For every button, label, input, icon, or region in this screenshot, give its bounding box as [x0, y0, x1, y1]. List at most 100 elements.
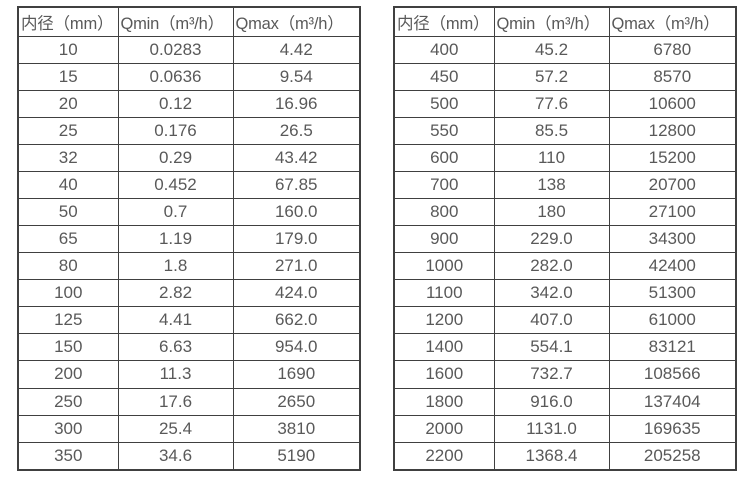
table-cell: 424.0 — [232, 279, 361, 308]
table-cell: 0.7 — [117, 197, 234, 227]
table-cell: 0.0283 — [117, 35, 234, 64]
table-row: 150 6.63 954.0 — [17, 333, 361, 362]
table-row: 10 0.0283 4.42 — [17, 35, 361, 64]
table-cell: 1690 — [232, 360, 361, 389]
table-row: 1000 282.0 42400 — [393, 252, 737, 281]
table-cell: 9.54 — [232, 62, 361, 91]
table-cell: 5190 — [232, 441, 361, 471]
header-inner-diameter: 内径（mm） — [393, 6, 495, 37]
table-cell: 1368.4 — [493, 441, 610, 471]
table-cell: 300 — [17, 414, 119, 443]
table-cell: 45.2 — [493, 35, 610, 64]
table-cell: 137404 — [608, 387, 737, 416]
table-row: 40 0.452 67.85 — [17, 170, 361, 199]
table-cell: 10600 — [608, 89, 737, 118]
table-row: 800 180 27100 — [393, 197, 737, 227]
header-qmin: Qmin（m³/h） — [493, 6, 610, 37]
table-cell: 229.0 — [493, 225, 610, 254]
table-row: 1200 407.0 61000 — [393, 306, 737, 335]
table-cell: 6780 — [608, 35, 737, 64]
table-row: 2000 1131.0 169635 — [393, 414, 737, 443]
header-qmax: Qmax（m³/h） — [608, 6, 737, 37]
table-cell: 1400 — [393, 333, 495, 362]
table-cell: 150 — [17, 333, 119, 362]
table-cell: 160.0 — [232, 197, 361, 227]
table-row: 200 11.3 1690 — [17, 360, 361, 389]
table-row: 1400 554.1 83121 — [393, 333, 737, 362]
table-cell: 125 — [17, 306, 119, 335]
table-row: 20 0.12 16.96 — [17, 89, 361, 118]
table-cell: 40 — [17, 170, 119, 199]
table-row: 500 77.6 10600 — [393, 89, 737, 118]
table-cell: 25 — [17, 116, 119, 145]
table-row: 32 0.29 43.42 — [17, 143, 361, 172]
table-cell: 26.5 — [232, 116, 361, 145]
table-cell: 205258 — [608, 441, 737, 471]
table-cell: 20700 — [608, 170, 737, 199]
table-cell: 15 — [17, 62, 119, 91]
header-row: 内径（mm） Qmin（m³/h） Qmax（m³/h） — [393, 6, 737, 37]
table-row: 15 0.0636 9.54 — [17, 62, 361, 91]
table-cell: 25.4 — [117, 414, 234, 443]
table-cell: 900 — [393, 225, 495, 254]
table-cell: 2.82 — [117, 279, 234, 308]
header-qmax: Qmax（m³/h） — [232, 6, 361, 37]
table-row: 900 229.0 34300 — [393, 225, 737, 254]
table-cell: 407.0 — [493, 306, 610, 335]
table-cell: 2200 — [393, 441, 495, 471]
table-row: 50 0.7 160.0 — [17, 197, 361, 227]
table-cell: 32 — [17, 143, 119, 172]
table-cell: 1800 — [393, 387, 495, 416]
table-row: 250 17.6 2650 — [17, 387, 361, 416]
table-cell: 179.0 — [232, 225, 361, 254]
table-row: 400 45.2 6780 — [393, 35, 737, 64]
table-cell: 732.7 — [493, 360, 610, 389]
table-row: 550 85.5 12800 — [393, 116, 737, 145]
table-cell: 4.41 — [117, 306, 234, 335]
table-cell: 2650 — [232, 387, 361, 416]
table-cell: 0.452 — [117, 170, 234, 199]
table-cell: 180 — [493, 197, 610, 227]
table-cell: 282.0 — [493, 252, 610, 281]
table-body: 10 0.0283 4.42 15 0.0636 9.54 20 0.12 16.96 25 0.1… — [17, 35, 361, 471]
table-cell: 916.0 — [493, 387, 610, 416]
table-cell: 2000 — [393, 414, 495, 443]
header-qmin: Qmin（m³/h） — [117, 6, 234, 37]
table-row: 65 1.19 179.0 — [17, 225, 361, 254]
table-cell: 27100 — [608, 197, 737, 227]
table-row: 1800 916.0 137404 — [393, 387, 737, 416]
table-cell: 17.6 — [117, 387, 234, 416]
table-cell: 15200 — [608, 143, 737, 172]
table-row: 1600 732.7 108566 — [393, 360, 737, 389]
table-row: 300 25.4 3810 — [17, 414, 361, 443]
table-cell: 50 — [17, 197, 119, 227]
table-cell: 1100 — [393, 279, 495, 308]
table-cell: 83121 — [608, 333, 737, 362]
table-cell: 271.0 — [232, 252, 361, 281]
table-cell: 57.2 — [493, 62, 610, 91]
table-body: 400 45.2 6780 450 57.2 8570 500 77.6 10600 550 85.… — [393, 35, 737, 471]
table-cell: 43.42 — [232, 143, 361, 172]
table-cell: 1131.0 — [493, 414, 610, 443]
table-row: 80 1.8 271.0 — [17, 252, 361, 281]
table-row: 125 4.41 662.0 — [17, 306, 361, 335]
table-cell: 169635 — [608, 414, 737, 443]
table-cell: 500 — [393, 89, 495, 118]
table-cell: 16.96 — [232, 89, 361, 118]
table-cell: 8570 — [608, 62, 737, 91]
table-cell: 1.8 — [117, 252, 234, 281]
table-cell: 1000 — [393, 252, 495, 281]
table-cell: 450 — [393, 62, 495, 91]
table-cell: 6.63 — [117, 333, 234, 362]
table-cell: 34.6 — [117, 441, 234, 471]
table-cell: 34300 — [608, 225, 737, 254]
table-cell: 800 — [393, 197, 495, 227]
table-row: 350 34.6 5190 — [17, 441, 361, 471]
table-cell: 200 — [17, 360, 119, 389]
table-cell: 1600 — [393, 360, 495, 389]
table-cell: 1.19 — [117, 225, 234, 254]
flow-table-large-diameters: 内径（mm） Qmin（m³/h） Qmax（m³/h） 400 45.2 6780… — [393, 6, 737, 471]
table-row: 100 2.82 424.0 — [17, 279, 361, 308]
table-cell: 554.1 — [493, 333, 610, 362]
